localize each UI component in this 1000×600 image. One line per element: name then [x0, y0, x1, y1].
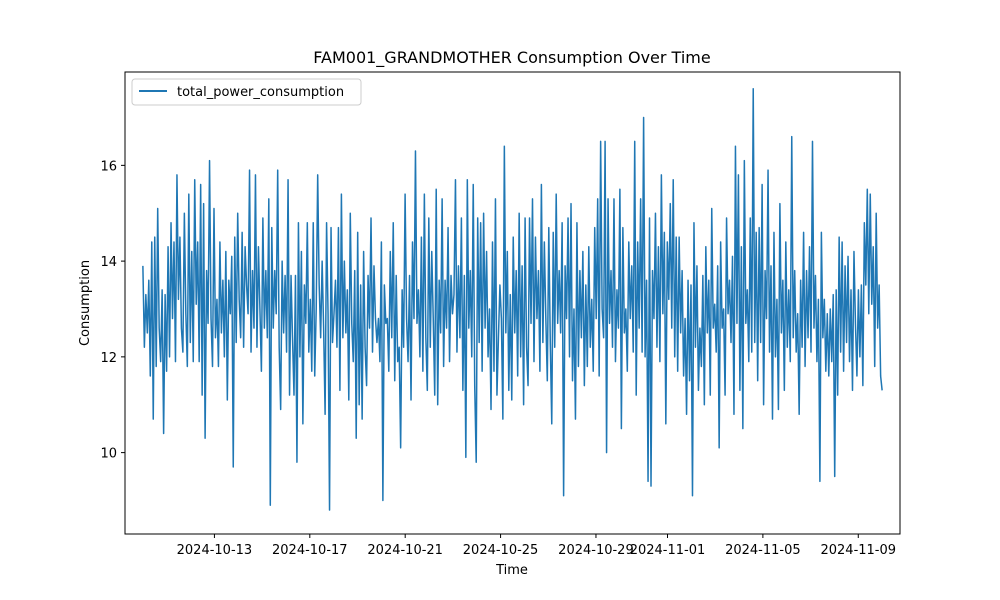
x-tick-label: 2024-11-09: [820, 543, 896, 558]
y-tick-label: 14: [100, 255, 117, 270]
legend-box: [131, 78, 362, 106]
legend: total_power_consumption: [131, 78, 362, 106]
plot-area: [124, 71, 901, 535]
x-tick-label: 2024-10-17: [272, 543, 348, 558]
y-tick-label: 12: [100, 351, 117, 366]
x-tick-label: 2024-10-13: [177, 543, 253, 558]
y-tick-label: 10: [100, 447, 117, 462]
legend-entry-label: total_power_consumption: [177, 85, 344, 100]
x-axis: 2024-10-13 2024-10-17 2024-10-21 2024-10-25…: [177, 534, 896, 558]
x-tick-label: 2024-10-25: [463, 543, 539, 558]
chart-title: FAM001_GRANDMOTHER Consumption Over Time: [313, 48, 710, 68]
x-tick-label: 2024-11-01: [630, 543, 706, 558]
x-tick-label: 2024-11-05: [725, 543, 801, 558]
y-tick-label: 16: [100, 159, 117, 174]
x-axis-label: Time: [495, 563, 528, 578]
x-tick-label: 2024-10-29: [558, 543, 634, 558]
series-line-total-power-consumption: [142, 88, 883, 511]
y-axis-label: Consumption: [78, 260, 93, 346]
plot-frame: [124, 71, 901, 535]
y-axis: 10 12 14 16: [100, 159, 125, 462]
x-tick-label: 2024-10-21: [367, 543, 443, 558]
